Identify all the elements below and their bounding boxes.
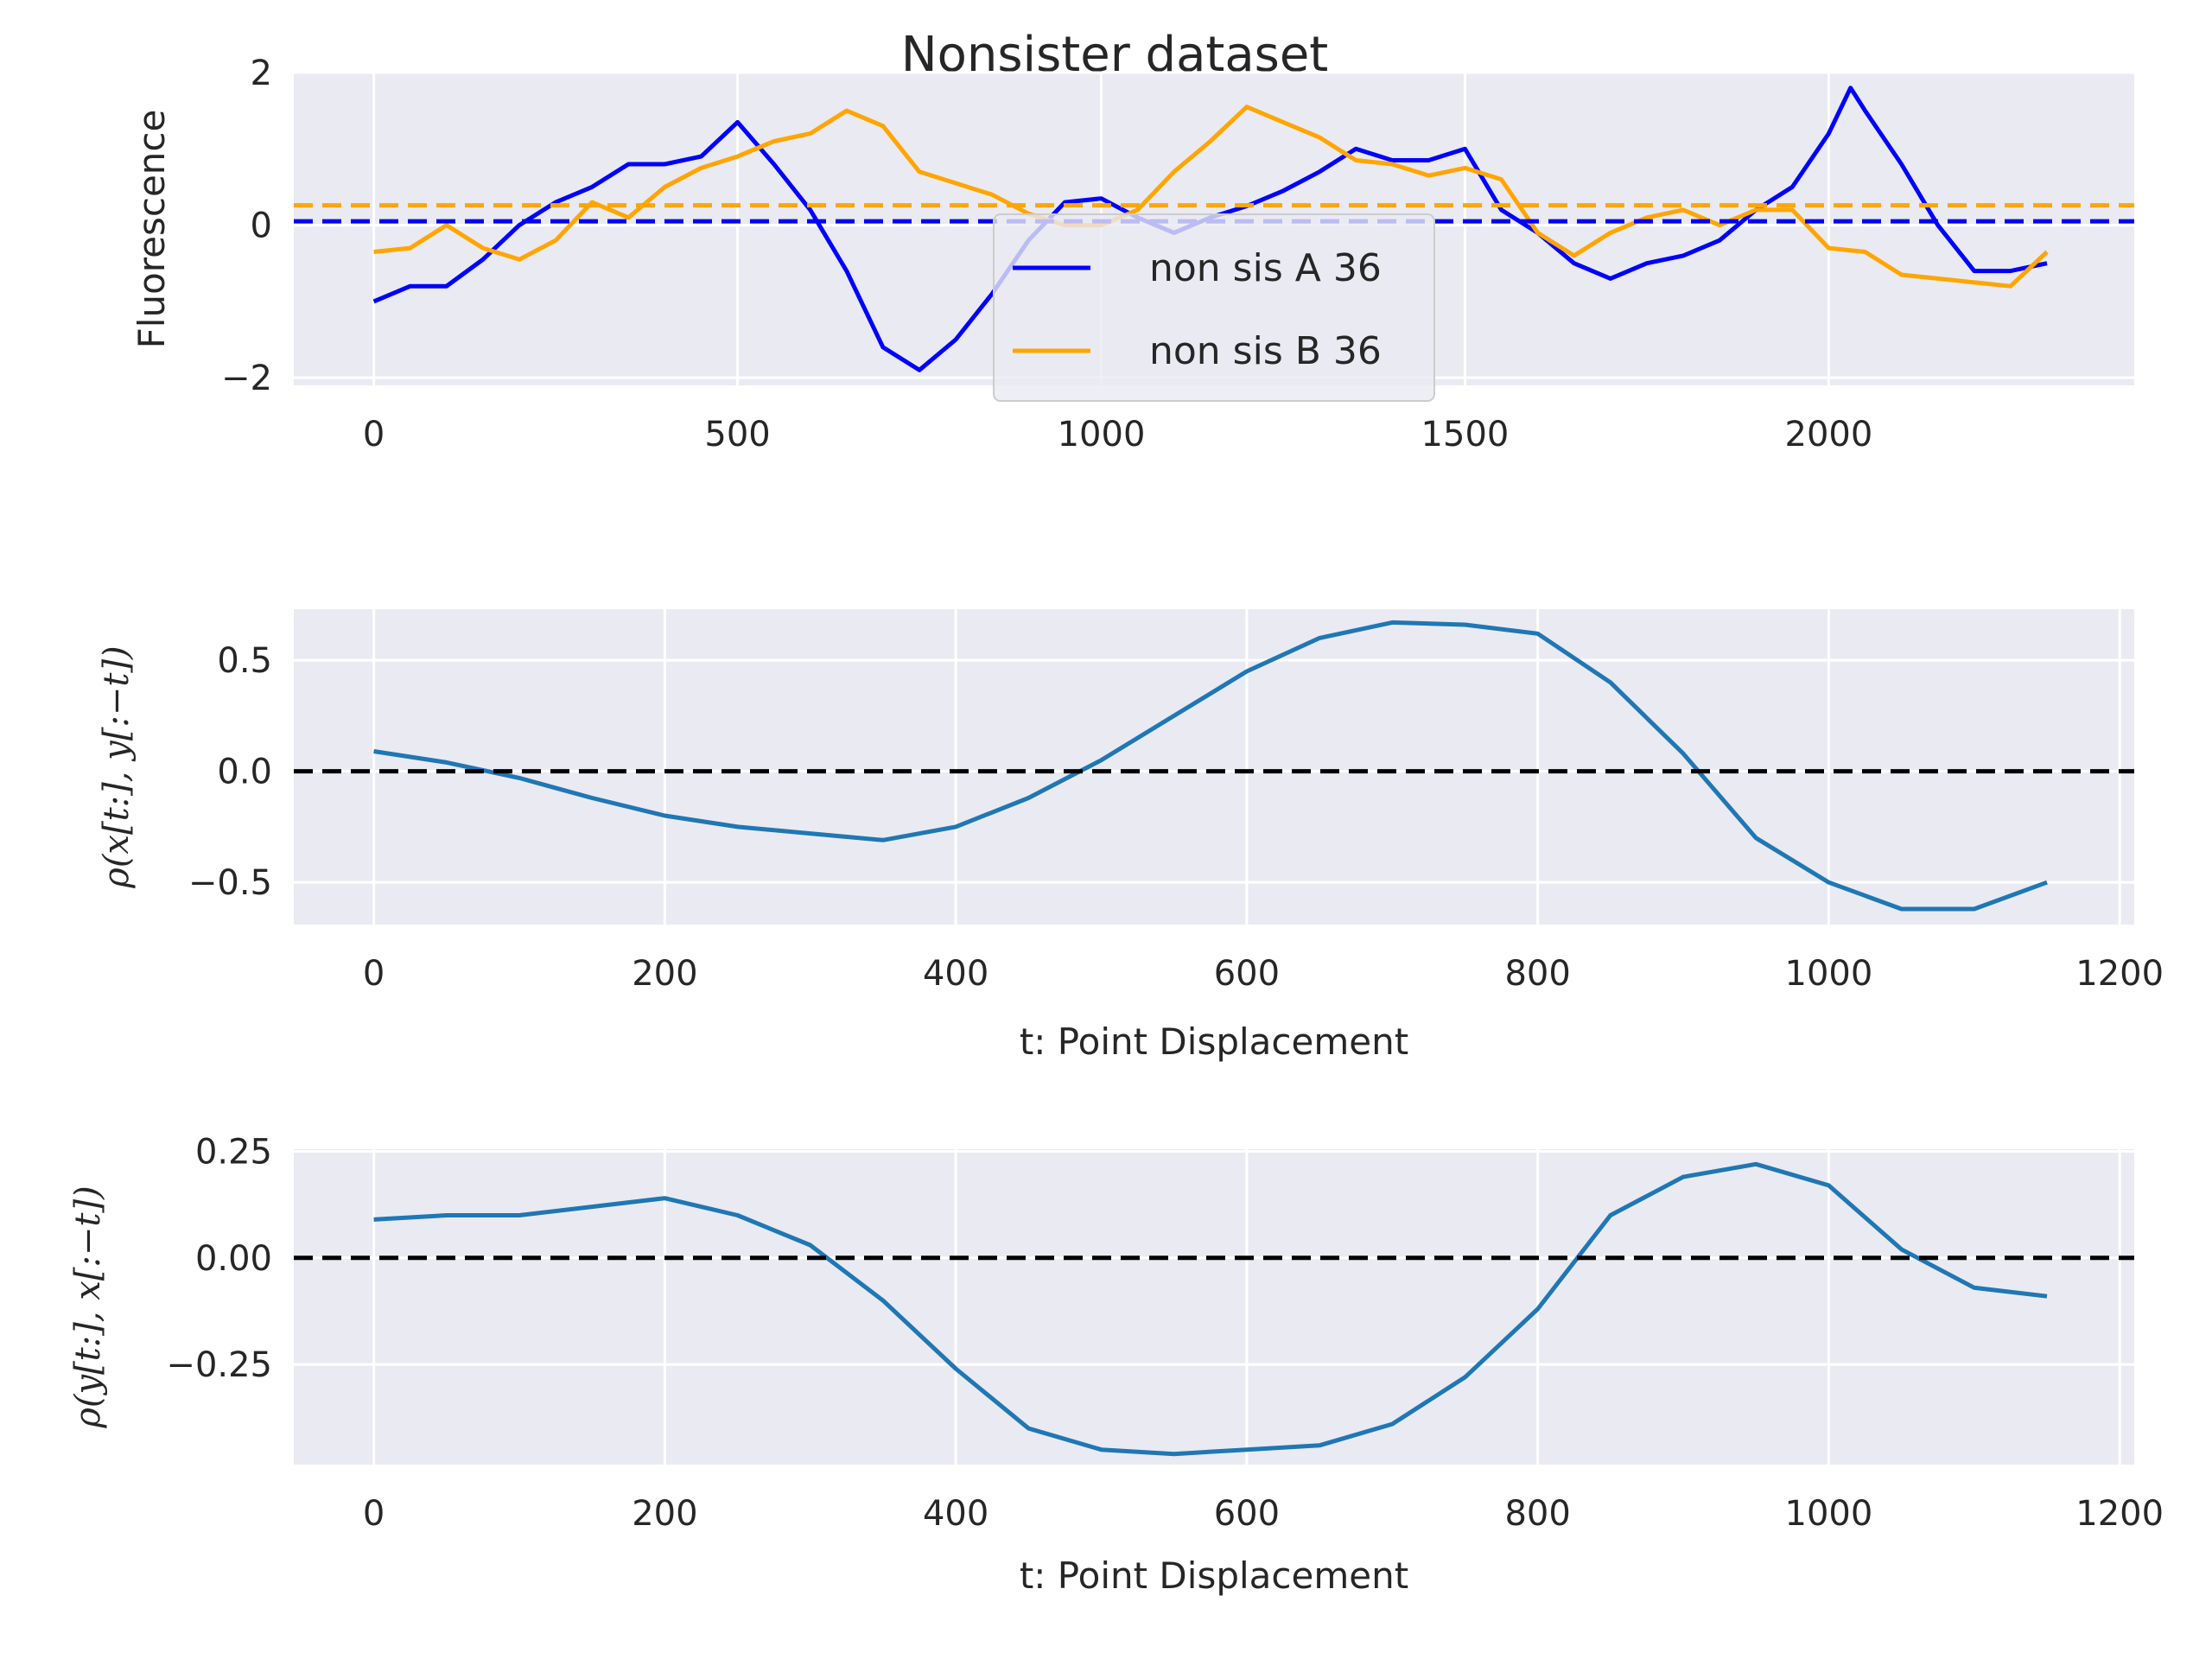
legend-label: non sis A 36 [1149,246,1382,290]
panel-1: 0 500 1000 1500 2000 −2 0 2 Fluorescence non sis … [130,54,2134,454]
y-tick-label: 0.0 [217,753,272,792]
series-line-1 [373,1161,2048,1457]
x-tick-label: 600 [1214,954,1280,994]
x-tick-label: 400 [923,1494,988,1534]
series-line-1 [373,620,2048,912]
y-tick-label: −0.25 [166,1345,272,1385]
y-tick-label: 0 [251,207,272,246]
y-axis-label: Fluorescence [130,110,173,349]
y-tick-label: 2 [251,54,272,93]
x-tick-label: 400 [923,954,988,994]
panel-3: 0 200 400 600 800 1000 1200 −0.25 0.00 0.25 ρ(y[t:… [68,1132,2164,1597]
plot-background [294,1149,2134,1465]
y-axis-label: ρ(y[t:], x[:−t]) [68,1185,108,1428]
x-tick-label: 200 [632,954,697,994]
y-tick-label: 0.00 [195,1239,272,1279]
x-tick-label: 0 [363,954,385,994]
x-tick-label: 1200 [2075,1494,2164,1534]
y-tick-label: −0.5 [188,863,272,903]
x-axis-label: t: Point Displacement [1020,1554,1408,1597]
x-tick-label: 800 [1504,1494,1570,1534]
x-tick-label: 1500 [1421,415,1510,454]
series-line-2 [373,105,2049,289]
legend-box [993,213,1435,402]
panel-2: 0 200 400 600 800 1000 1200 −0.5 0.0 0.5 ρ(x[t:], … [97,609,2164,1063]
x-tick-label: 1000 [1785,954,1873,994]
x-axis-label: t: Point Displacement [1020,1020,1408,1063]
x-tick-label: 800 [1504,954,1570,994]
x-tick-label: 1000 [1785,1494,1873,1534]
y-tick-label: −2 [221,359,272,398]
x-tick-label: 200 [632,1494,697,1534]
x-tick-label: 1200 [2075,954,2164,994]
x-tick-label: 600 [1214,1494,1280,1534]
x-tick-label: 500 [704,415,770,454]
series-line-1 [372,86,2048,372]
x-tick-label: 2000 [1785,415,1873,454]
x-tick-label: 0 [363,1494,385,1534]
y-tick-label: 0.5 [217,641,272,681]
x-tick-label: 0 [363,415,385,454]
y-tick-label: 0.25 [195,1132,272,1172]
legend: non sis A 36 non sis B 36 [993,213,1435,402]
plot-background [294,609,2134,925]
y-axis-label: ρ(x[t:], y[:−t]) [97,645,137,888]
legend-label: non sis B 36 [1149,329,1382,373]
x-tick-label: 1000 [1058,415,1146,454]
